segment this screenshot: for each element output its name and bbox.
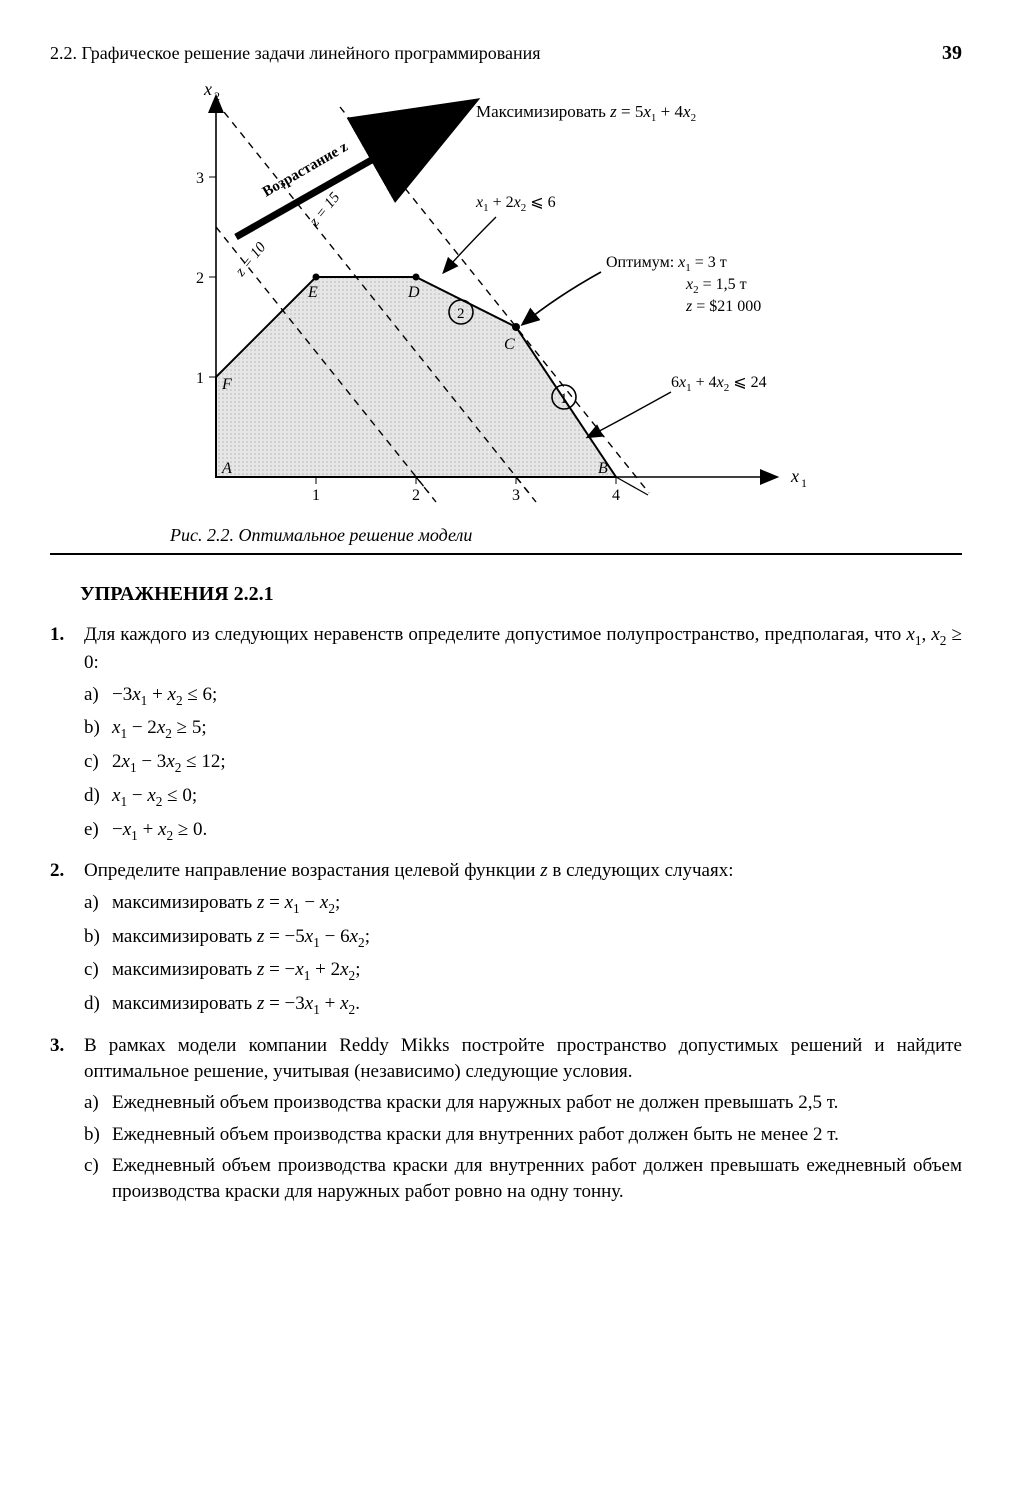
x-ticks: 1 2 3 4	[312, 477, 620, 504]
x-axis-label: x	[790, 466, 799, 486]
svg-text:Оптимум: x1 = 3 т: Оптимум: x1 = 3 т	[606, 254, 727, 274]
problem-text: Определите направление возрастания целев…	[84, 860, 734, 881]
problem-2-items: a)максимизировать z = x1 − x2; b)максими…	[84, 890, 962, 1019]
problem-text: В рамках модели компании Reddy Mikks пос…	[84, 1035, 962, 1082]
svg-text:A: A	[221, 460, 232, 477]
svg-text:D: D	[407, 284, 420, 301]
svg-text:1: 1	[312, 487, 320, 504]
page-header: 2.2. Графическое решение задачи линейног…	[50, 40, 962, 67]
svg-text:2: 2	[214, 89, 220, 103]
svg-text:2: 2	[196, 270, 204, 287]
svg-text:Возрастание z: Возрастание z	[260, 139, 351, 201]
feasible-region	[216, 277, 616, 477]
problem-2: Определите направление возрастания целев…	[50, 858, 962, 1019]
svg-text:3: 3	[512, 487, 520, 504]
y-ticks: 1 2 3	[196, 170, 216, 387]
svg-text:x1 + 2x2 ⩽ 6: x1 + 2x2 ⩽ 6	[475, 194, 556, 214]
objective-label: Максимизировать z = 5x1 + 4x2	[476, 102, 696, 124]
svg-text:z = $21 000: z = $21 000	[685, 298, 761, 315]
svg-text:3: 3	[196, 170, 204, 187]
svg-text:2: 2	[457, 306, 465, 322]
svg-text:4: 4	[612, 487, 620, 504]
y-axis-label: x	[203, 79, 212, 99]
svg-text:1: 1	[801, 476, 807, 490]
problem-3-items: a)Ежедневный объем производства краски д…	[84, 1090, 962, 1205]
problem-1: Для каждого из следующих неравенств опре…	[50, 622, 962, 844]
separator	[50, 553, 962, 555]
svg-text:1: 1	[560, 391, 568, 407]
svg-text:2: 2	[412, 487, 420, 504]
problems-list: Для каждого из следующих неравенств опре…	[50, 622, 962, 1204]
svg-text:F: F	[221, 376, 232, 393]
problem-1-items: a)−3x1 + x2 ≤ 6; b)x1 − 2x2 ≥ 5; c)2x1 −…	[84, 682, 962, 845]
gradient-arrow	[236, 112, 456, 237]
svg-text:B: B	[598, 460, 608, 477]
svg-text:1: 1	[196, 370, 204, 387]
svg-text:6x1 + 4x2 ⩽ 24: 6x1 + 4x2 ⩽ 24	[671, 374, 767, 394]
page-number: 39	[942, 40, 962, 67]
exercises-heading: УПРАЖНЕНИЯ 2.2.1	[80, 581, 962, 608]
problem-3: В рамках модели компании Reddy Mikks пос…	[50, 1033, 962, 1205]
svg-text:z = 10: z = 10	[232, 239, 270, 280]
svg-text:C: C	[504, 336, 515, 353]
figure-caption: Рис. 2.2. Оптимальное решение модели	[170, 523, 962, 547]
svg-text:x2 = 1,5 т: x2 = 1,5 т	[685, 276, 747, 296]
optimum-label: Оптимум: x1 = 3 т x2 = 1,5 т z = $21 000	[606, 254, 761, 315]
problem-text: Для каждого из следующих неравенств опре…	[84, 624, 962, 673]
figure-2-2: x1 x2 1 2 3 4 1 2 3 E D C A B F z = 10 z…	[50, 77, 962, 517]
section-title: 2.2. Графическое решение задачи линейног…	[50, 41, 541, 65]
svg-text:E: E	[307, 284, 318, 301]
